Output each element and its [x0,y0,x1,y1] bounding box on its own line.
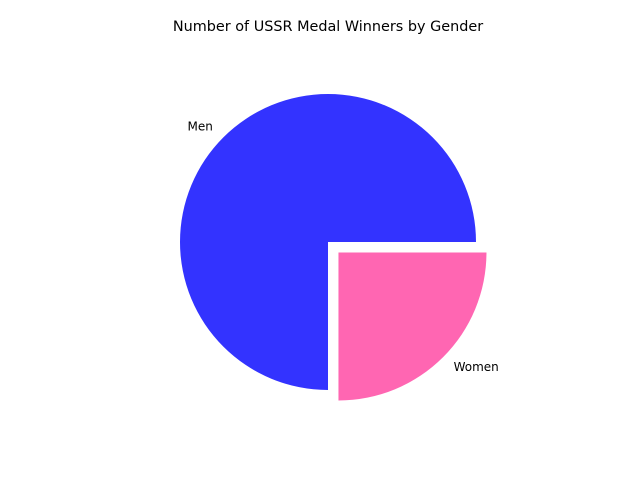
pie-slices [180,94,487,401]
pie-slice-men [180,94,476,390]
slice-label-women: Women [454,360,499,374]
slice-label-men: Men [188,119,213,133]
chart-title: Number of USSR Medal Winners by Gender [173,19,483,35]
pie-slice-women [338,252,487,401]
pie-labels: Men Women [188,119,499,374]
